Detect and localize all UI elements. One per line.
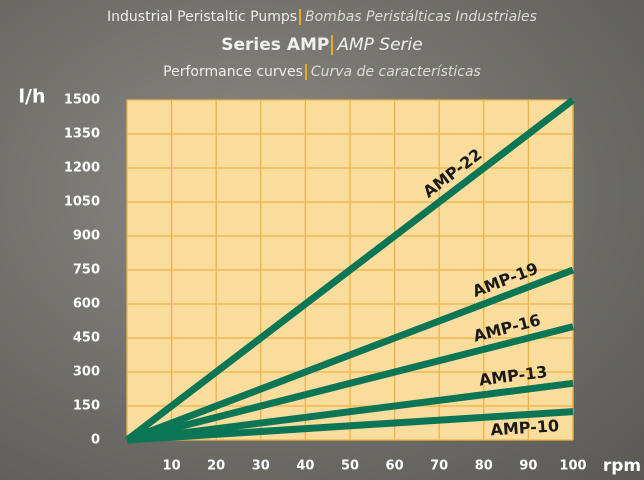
y-tick-label: 450 — [73, 331, 100, 346]
y-tick-label: 300 — [73, 365, 100, 380]
y-tick-label: 1500 — [64, 93, 100, 108]
series-line — [126, 323, 574, 444]
x-tick-label: 20 — [207, 459, 225, 474]
x-axis-label: rpm — [603, 456, 641, 476]
series-line — [126, 408, 574, 444]
y-tick-label: 1200 — [64, 161, 100, 176]
y-tick-label: 1050 — [64, 195, 100, 210]
x-tick-label: 30 — [252, 459, 270, 474]
x-tick-label: 40 — [296, 459, 314, 474]
caption: Performance curves — [163, 64, 303, 80]
y-tick-label: 900 — [73, 229, 100, 244]
series-line — [126, 379, 574, 444]
y-tick-label: 600 — [73, 297, 100, 312]
title-alt: Bombas Peristálticas Industriales — [299, 9, 537, 25]
subtitle: Series AMP — [221, 35, 330, 55]
y-tick-label: 150 — [73, 399, 100, 414]
y-tick-label: 0 — [91, 433, 100, 448]
x-tick-label: 90 — [519, 459, 537, 474]
subtitle-alt: AMP Serie — [331, 35, 423, 55]
x-tick-label: 80 — [475, 459, 493, 474]
y-tick-label: 1350 — [64, 127, 100, 142]
header-line: Industrial Peristaltic Pumps Bombas Peris… — [0, 9, 644, 25]
header-line: Performance curves Curva de característic… — [0, 64, 644, 80]
title: Industrial Peristaltic Pumps — [107, 9, 298, 25]
caption-alt: Curva de características — [304, 64, 481, 80]
series-line — [124, 97, 576, 443]
x-tick-label: 60 — [386, 459, 404, 474]
x-tick-label: 100 — [559, 459, 586, 474]
x-tick-label: 50 — [341, 459, 359, 474]
x-tick-label: 70 — [430, 459, 448, 474]
header-line: Series AMP AMP Serie — [0, 35, 644, 55]
y-tick-label: 750 — [73, 263, 100, 278]
y-axis-label: l/h — [19, 86, 46, 108]
series-label: AMP-10 — [490, 416, 560, 439]
series-line — [125, 266, 575, 444]
x-tick-label: 10 — [163, 459, 181, 474]
